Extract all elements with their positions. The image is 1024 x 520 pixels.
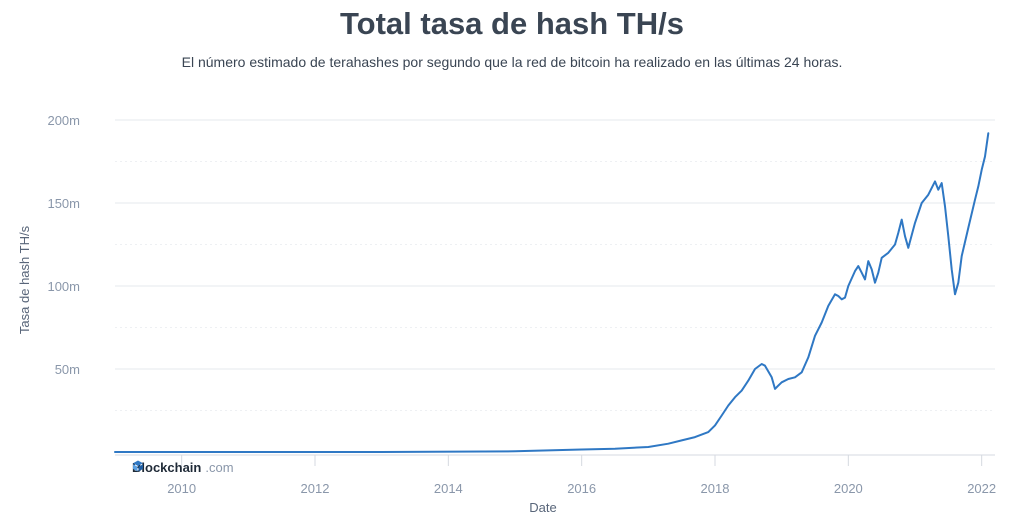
x-tick-label: 2022 — [967, 481, 996, 496]
x-tick-label: 2012 — [301, 481, 330, 496]
x-tick-label: 2010 — [167, 481, 196, 496]
brand-watermark: Blockchain .com — [132, 460, 234, 475]
y-tick-label: 50m — [55, 362, 80, 377]
y-axis-label: Tasa de hash TH/s — [17, 225, 32, 334]
x-tick-label: 2014 — [434, 481, 463, 496]
y-tick-label: 100m — [47, 279, 80, 294]
chart-title: Total tasa de hash TH/s — [340, 6, 684, 41]
hash-rate-series-line[interactable] — [114, 132, 990, 453]
x-axis-ticks: 2010 2012 2014 2016 2018 2020 2022 — [167, 455, 996, 496]
y-tick-label: 150m — [47, 196, 80, 211]
x-tick-label: 2016 — [567, 481, 596, 496]
brand-domain: .com — [205, 460, 234, 475]
x-tick-label: 2018 — [701, 481, 730, 496]
x-tick-label: 2020 — [834, 481, 863, 496]
blockchain-cube-icon — [133, 460, 143, 472]
y-axis-ticks: 50m 100m 150m 200m — [47, 113, 80, 377]
x-axis-label: Date — [529, 500, 556, 515]
grid-lines — [115, 119, 995, 411]
chart-subtitle: El número estimado de terahashes por seg… — [181, 54, 843, 70]
brand-name: Blockchain — [132, 460, 202, 475]
y-tick-label: 200m — [47, 113, 80, 128]
